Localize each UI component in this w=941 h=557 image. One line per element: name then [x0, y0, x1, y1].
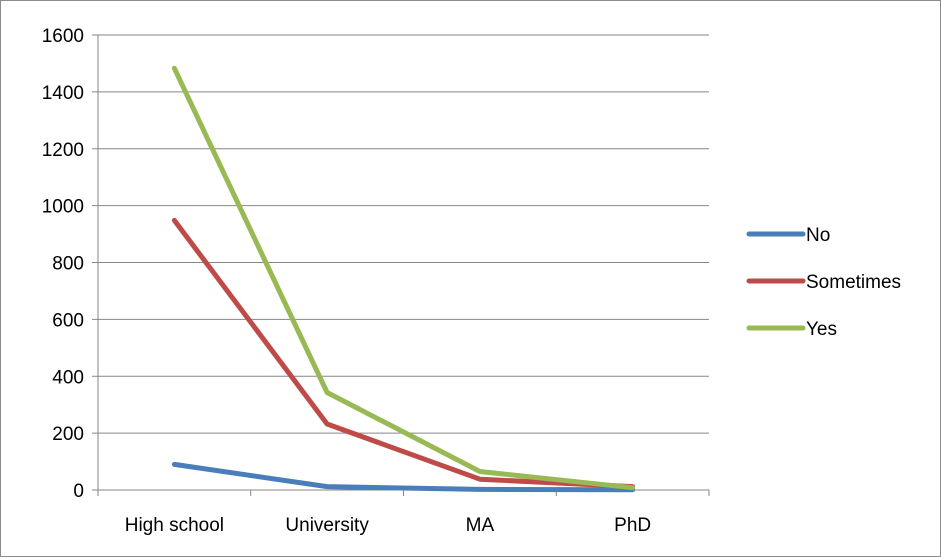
y-tick-label: 0: [73, 481, 84, 502]
y-tick-label: 400: [52, 367, 84, 388]
legend: No Sometimes Yes: [746, 225, 901, 340]
series-lines: [171, 65, 636, 493]
x-tick-label: PhD: [614, 515, 651, 536]
x-tick-label: High school: [125, 515, 224, 536]
y-tick-label: 1400: [42, 83, 84, 104]
series-line-sometimes: [171, 217, 636, 490]
axes: [92, 34, 710, 496]
gridlines: [98, 34, 709, 434]
y-tick-label: 1000: [42, 197, 84, 218]
y-tick-label: 600: [52, 310, 84, 331]
legend-label-sometimes: Sometimes: [806, 272, 901, 293]
y-tick-label: 1200: [42, 140, 84, 161]
series-line-no: [171, 461, 636, 493]
legend-label-yes: Yes: [806, 319, 837, 340]
y-tick-label: 200: [52, 424, 84, 445]
y-tick-label: 1600: [42, 26, 84, 47]
y-tick-label: 800: [52, 254, 84, 275]
series-line-yes: [171, 65, 636, 491]
x-tick-label: MA: [466, 515, 495, 536]
x-tick-label: University: [285, 515, 369, 536]
legend-label-no: No: [806, 225, 830, 246]
y-tick-labels: 0 200 400 600 800 1000 1200 1400 1600: [42, 26, 84, 502]
x-tick-labels: High school University MA PhD: [125, 515, 651, 536]
